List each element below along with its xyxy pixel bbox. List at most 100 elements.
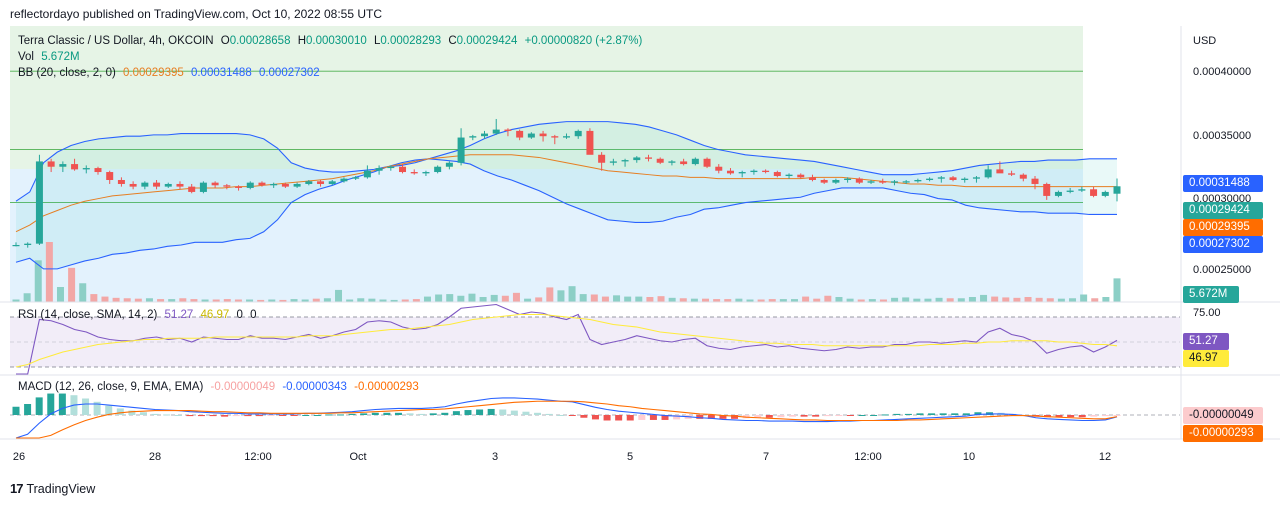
- macd-hist-bar: [151, 413, 159, 415]
- rsi-ma-tag: 46.97: [1183, 350, 1229, 367]
- macd-hist-bar: [93, 401, 101, 415]
- bollinger-upper-line: [15, 121, 1117, 202]
- volume-bar: [868, 299, 876, 302]
- candle-body: [797, 174, 805, 178]
- ohlc-close: 0.00029424: [456, 35, 518, 47]
- candle-body: [1054, 191, 1062, 196]
- candle-body: [1019, 174, 1027, 179]
- candle-body: [680, 161, 688, 165]
- macd-lines: [15, 397, 1118, 439]
- macd-hist-bar: [418, 413, 426, 415]
- macd-hist-bar: [777, 415, 785, 418]
- volume-bar: [946, 298, 954, 302]
- symbol-legend[interactable]: Terra Classic / US Dollar, 4h, OKCOIN O0…: [18, 35, 646, 47]
- range-box-upper: [10, 26, 1083, 169]
- ohlc-low-label: L: [373, 35, 381, 47]
- time-label: 12: [1099, 451, 1111, 463]
- candle-body: [762, 170, 770, 173]
- macd-hist-bar: [406, 413, 414, 415]
- macd-hist-bar: [719, 415, 727, 419]
- volume-bar: [401, 299, 409, 302]
- volume-bar: [1080, 294, 1088, 302]
- volume-bar: [690, 298, 698, 302]
- candle-body: [270, 183, 278, 186]
- volume-bar: [835, 297, 843, 302]
- candle-body: [410, 172, 418, 174]
- volume-bar: [390, 299, 398, 302]
- tradingview-footer[interactable]: 17 TradingView: [10, 481, 95, 496]
- macd-hist-bar: [626, 415, 634, 421]
- candle-body: [703, 158, 711, 167]
- candle-body: [176, 183, 184, 187]
- volume-bar: [768, 299, 776, 302]
- volume-bar: [145, 298, 153, 302]
- macd-hist-bar: [534, 412, 542, 415]
- volume-bar: [624, 296, 632, 302]
- macd-hist-bar: [197, 415, 205, 417]
- bb-label: BB (20, close, 2, 0): [18, 67, 116, 79]
- ohlc-open: 0.00028658: [229, 35, 291, 47]
- volume-tag: 5.672M: [1183, 286, 1239, 303]
- macd-hist-bar: [24, 404, 32, 415]
- macd-hist-bar: [649, 415, 657, 420]
- candle-body: [855, 178, 863, 183]
- volume-bar: [1102, 297, 1110, 302]
- price-tick: 0.00025000: [1193, 264, 1251, 276]
- candle-body: [1008, 173, 1016, 175]
- volume-bar: [479, 297, 487, 302]
- volume-bar: [1002, 297, 1010, 302]
- chart-canvas[interactable]: USD 0.00040000 0.00035000 0.00030000 0.0…: [0, 26, 1280, 476]
- volume-bar: [56, 287, 64, 302]
- macd-signal-tag: -0.00000293: [1183, 425, 1263, 442]
- candle-body: [492, 129, 500, 134]
- macd-hist-bar: [673, 415, 681, 420]
- ohlc-change: +0.00000820 (+2.87%): [524, 35, 643, 47]
- rsi-legend[interactable]: RSI (14, close, SMA, 14, 2) 51.27 46.97 …: [18, 309, 261, 321]
- candle-body: [82, 168, 90, 170]
- candle-body: [387, 166, 395, 169]
- candle-body: [59, 164, 67, 167]
- volume-legend[interactable]: Vol 5.672M: [18, 51, 84, 63]
- candle-body: [598, 154, 606, 163]
- volume-bar: [524, 298, 532, 302]
- symbol-title[interactable]: Terra Classic / US Dollar, 4h, OKCOIN: [18, 35, 214, 47]
- candle-body: [586, 130, 594, 155]
- candle-body: [258, 182, 266, 186]
- macd-hist-bar: [568, 415, 576, 416]
- bb-legend[interactable]: BB (20, close, 2, 0) 0.00029395 0.000314…: [18, 67, 324, 79]
- ohlc-high-label: H: [297, 35, 306, 47]
- candle-body: [94, 168, 102, 173]
- volume-bar: [924, 298, 932, 302]
- time-label: 10: [963, 451, 975, 463]
- macd-hist-bar: [603, 415, 611, 421]
- candle-body: [996, 169, 1004, 174]
- macd-hist-bar: [255, 415, 263, 417]
- volume-bar: [702, 298, 710, 302]
- macd-hist-bar: [58, 393, 66, 415]
- macd-hist-bar: [464, 410, 472, 415]
- volume-bar: [357, 298, 365, 302]
- candles: [12, 118, 1121, 248]
- candle-body: [656, 158, 664, 163]
- time-label: 26: [13, 451, 25, 463]
- candle-body: [35, 161, 43, 244]
- candle-body: [293, 183, 301, 187]
- candle-body: [715, 166, 723, 171]
- candle-body: [1101, 191, 1109, 196]
- rsi-tag: 51.27: [1183, 333, 1229, 350]
- macd-legend[interactable]: MACD (12, 26, close, 9, EMA, EMA) -0.000…: [18, 381, 423, 393]
- price-tick: 0.00040000: [1193, 66, 1251, 78]
- macd-hist-bar: [835, 415, 843, 416]
- macd-hist-bar: [916, 413, 924, 415]
- candle-body: [399, 166, 407, 173]
- candle-body: [668, 161, 676, 163]
- volume-bar: [879, 299, 887, 302]
- candle-body: [563, 136, 570, 138]
- candle-body: [937, 177, 945, 179]
- macd-hist-bar: [105, 405, 113, 415]
- volume-bar: [323, 298, 331, 302]
- candle-body: [527, 133, 535, 138]
- macd-hist-bar: [186, 415, 194, 417]
- volume-bar: [412, 299, 420, 302]
- volume-bar: [557, 290, 565, 302]
